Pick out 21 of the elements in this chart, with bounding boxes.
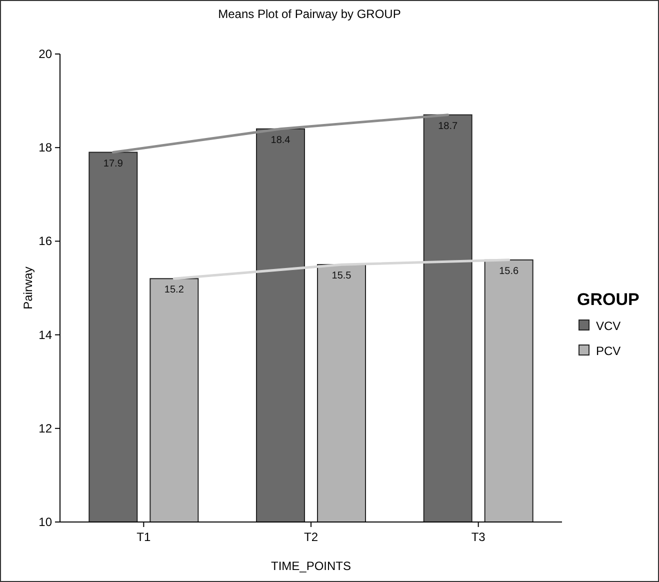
data-label: 18.7	[438, 120, 458, 132]
y-tick-label: 16	[38, 234, 52, 248]
x-tick-label: T2	[304, 530, 318, 544]
x-axis-title: TIME_POINTS	[270, 559, 352, 573]
y-tick-label: 14	[38, 328, 52, 342]
data-label: 15.5	[332, 270, 352, 282]
chart-title: Means Plot of Pairway by GROUP	[218, 7, 401, 21]
x-tick-label: T3	[471, 530, 486, 544]
y-tick-label: 12	[38, 421, 52, 436]
x-tick-label: T1	[136, 530, 151, 544]
data-label: 15.2	[164, 284, 184, 296]
legend-title: GROUP	[577, 290, 640, 309]
data-label: 18.4	[270, 134, 291, 146]
legend-label: VCV	[596, 319, 621, 333]
y-tick-label: 10	[38, 515, 52, 529]
data-label: 17.9	[103, 158, 124, 170]
y-tick-label: 18	[38, 140, 52, 155]
data-label: 15.6	[499, 266, 519, 277]
y-tick-label: 20	[38, 47, 52, 61]
legend-label: PCV	[596, 344, 621, 358]
y-axis-title: Pairway	[21, 266, 35, 310]
